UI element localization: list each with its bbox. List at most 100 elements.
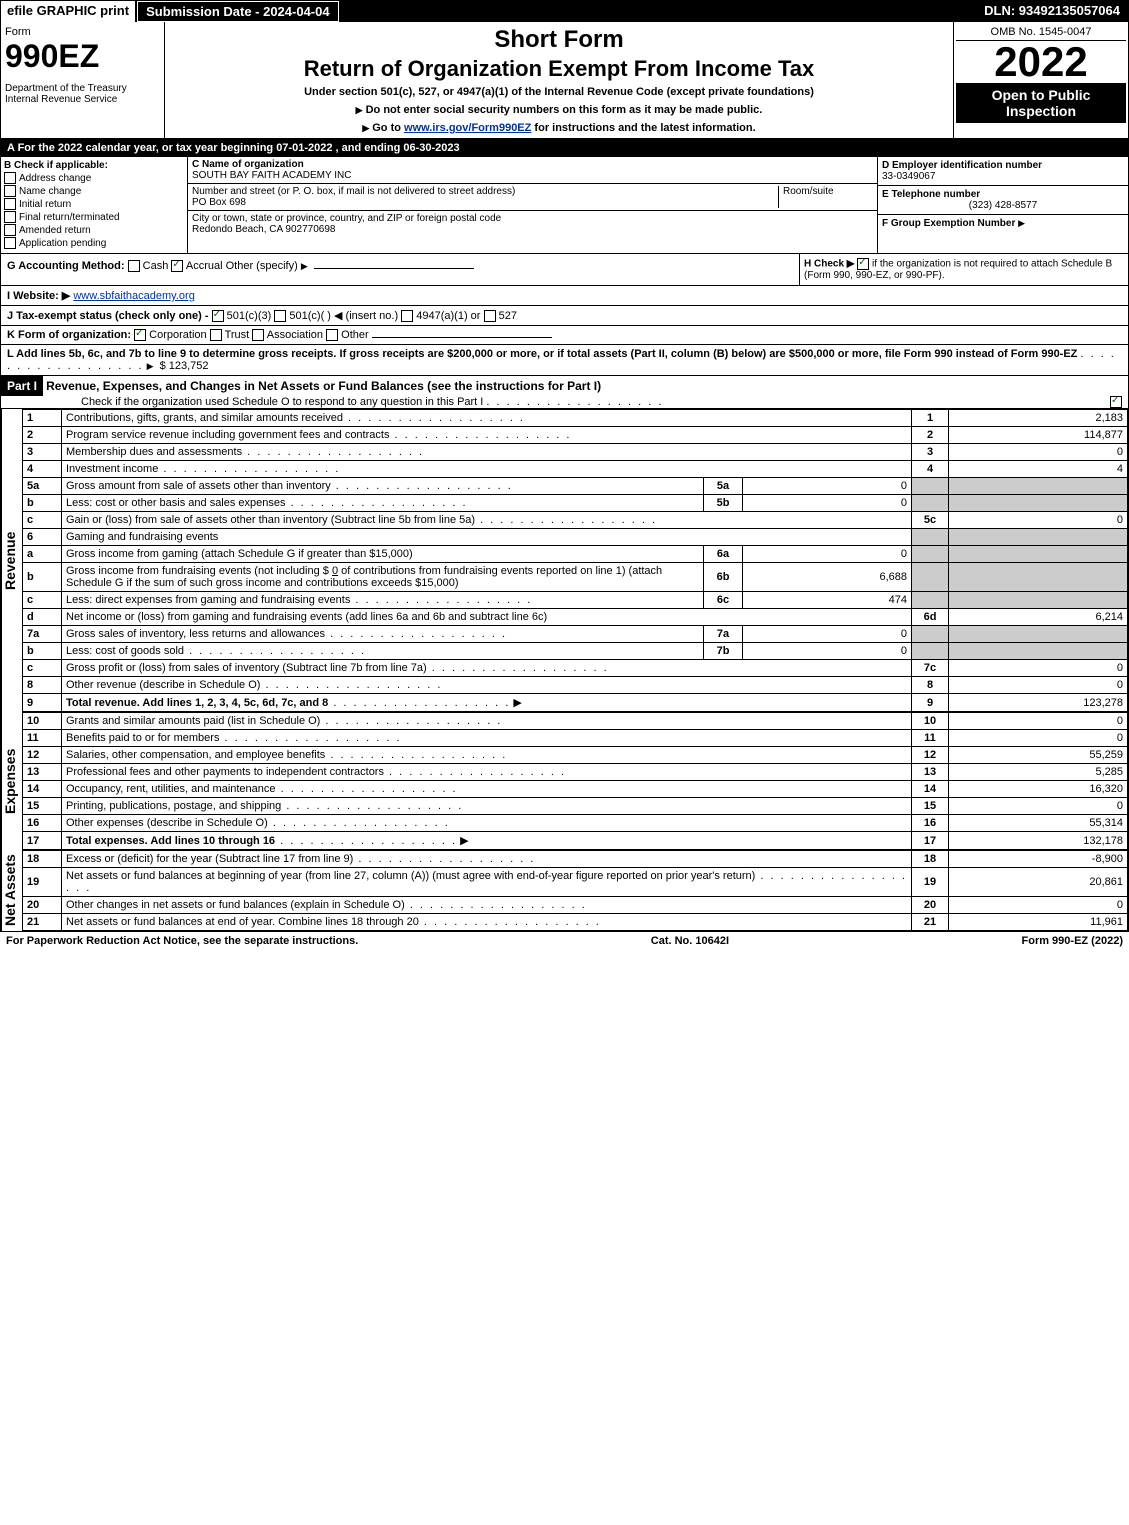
line-5c: cGain or (loss) from sale of assets othe… bbox=[23, 512, 1128, 529]
checkbox-cash[interactable] bbox=[128, 260, 140, 272]
ein-value: 33-0349067 bbox=[882, 171, 935, 182]
value-cell: 0 bbox=[949, 713, 1128, 730]
checkbox-4947[interactable] bbox=[401, 310, 413, 322]
checkbox-application-pending[interactable] bbox=[4, 237, 16, 249]
value-cell: 474 bbox=[743, 592, 912, 609]
dots bbox=[486, 396, 663, 408]
value-cell: 20,861 bbox=[949, 868, 1128, 897]
checkbox-trust[interactable] bbox=[210, 329, 222, 341]
line-10: 10Grants and similar amounts paid (list … bbox=[23, 713, 1128, 730]
insert-no: (insert no.) bbox=[346, 310, 399, 322]
form-number: 990EZ bbox=[5, 38, 160, 75]
line-14: 14Occupancy, rent, utilities, and mainte… bbox=[23, 781, 1128, 798]
value-cell: -8,900 bbox=[949, 851, 1128, 868]
city-label: City or town, state or province, country… bbox=[192, 213, 501, 224]
value-cell: 0 bbox=[743, 626, 912, 643]
value-cell: 0 bbox=[743, 546, 912, 563]
open-public-badge: Open to Public Inspection bbox=[956, 83, 1126, 123]
part1-title: Revenue, Expenses, and Changes in Net As… bbox=[46, 379, 601, 393]
value-cell: 0 bbox=[949, 512, 1128, 529]
chk-label: Name change bbox=[19, 186, 81, 197]
arrow-icon bbox=[147, 360, 157, 372]
checkbox-name-change[interactable] bbox=[4, 185, 16, 197]
part1-check-text: Check if the organization used Schedule … bbox=[81, 396, 483, 408]
chk-label: Initial return bbox=[19, 199, 71, 210]
checkbox-527[interactable] bbox=[484, 310, 496, 322]
checkbox-accrual[interactable] bbox=[171, 260, 183, 272]
expenses-vertical-label: Expenses bbox=[1, 712, 22, 850]
net-assets-vertical-label: Net Assets bbox=[1, 850, 22, 931]
section-l-row: L Add lines 5b, 6c, and 7b to line 9 to … bbox=[1, 345, 1128, 376]
cash-label: Cash bbox=[143, 260, 169, 272]
checkbox-schedule-o[interactable] bbox=[1110, 396, 1122, 408]
checkbox-corporation[interactable] bbox=[134, 329, 146, 341]
line-19: 19Net assets or fund balances at beginni… bbox=[23, 868, 1128, 897]
line-7a: 7aGross sales of inventory, less returns… bbox=[23, 626, 1128, 643]
opt-501c3: 501(c)(3) bbox=[227, 310, 272, 322]
value-cell: 55,259 bbox=[949, 747, 1128, 764]
line-4: 4Investment income44 bbox=[23, 461, 1128, 478]
line-12: 12Salaries, other compensation, and empl… bbox=[23, 747, 1128, 764]
footer-left: For Paperwork Reduction Act Notice, see … bbox=[6, 935, 358, 947]
revenue-section: Revenue 1Contributions, gifts, grants, a… bbox=[1, 409, 1128, 712]
phone-value: (323) 428-8577 bbox=[882, 200, 1124, 211]
line-20: 20Other changes in net assets or fund ba… bbox=[23, 897, 1128, 914]
form-990ez-container: efile GRAPHIC print Submission Date - 20… bbox=[0, 0, 1129, 932]
opt-corp: Corporation bbox=[149, 329, 206, 341]
checkbox-final-return[interactable] bbox=[4, 211, 16, 223]
checkbox-schedule-b[interactable] bbox=[857, 258, 869, 270]
checkbox-501c[interactable] bbox=[274, 310, 286, 322]
value-cell: 0 bbox=[949, 730, 1128, 747]
main-title: Return of Organization Exempt From Incom… bbox=[169, 56, 949, 82]
net-assets-section: Net Assets 18Excess or (deficit) for the… bbox=[1, 850, 1128, 931]
value-cell: 2,183 bbox=[949, 410, 1128, 427]
addr-label: Number and street (or P. O. box, if mail… bbox=[192, 186, 515, 197]
header-left: Form 990EZ Department of the Treasury In… bbox=[1, 22, 165, 138]
header-right: OMB No. 1545-0047 2022 Open to Public In… bbox=[954, 22, 1128, 138]
value-cell: 0 bbox=[949, 798, 1128, 815]
checkbox-501c3[interactable] bbox=[212, 310, 224, 322]
checkbox-amended-return[interactable] bbox=[4, 224, 16, 236]
checkbox-initial-return[interactable] bbox=[4, 198, 16, 210]
irs-link[interactable]: www.irs.gov/Form990EZ bbox=[404, 122, 531, 134]
chk-label: Amended return bbox=[19, 225, 91, 236]
other-org-input[interactable] bbox=[372, 337, 552, 338]
value-cell: 0 bbox=[949, 444, 1128, 461]
chk-label: Final return/terminated bbox=[19, 212, 120, 223]
value-cell: 114,877 bbox=[949, 427, 1128, 444]
section-c-label: C Name of organization bbox=[192, 159, 304, 170]
footer-right: Form 990-EZ (2022) bbox=[1022, 935, 1123, 947]
tax-year: 2022 bbox=[956, 41, 1126, 83]
value-cell: 16,320 bbox=[949, 781, 1128, 798]
value-cell: 132,178 bbox=[949, 832, 1128, 850]
line-11: 11Benefits paid to or for members110 bbox=[23, 730, 1128, 747]
other-label: Other (specify) bbox=[226, 260, 298, 272]
part1-badge: Part I bbox=[1, 376, 43, 396]
section-j-label: J Tax-exempt status (check only one) - bbox=[7, 310, 209, 322]
net-assets-table: 18Excess or (deficit) for the year (Subt… bbox=[22, 850, 1128, 931]
section-i-label: I Website: ▶ bbox=[7, 290, 70, 302]
line-7b: bLess: cost of goods sold7b0 bbox=[23, 643, 1128, 660]
checkbox-other-org[interactable] bbox=[326, 329, 338, 341]
opt-4947: 4947(a)(1) or bbox=[416, 310, 480, 322]
section-f-label: F Group Exemption Number bbox=[882, 218, 1015, 229]
line-6a: aGross income from gaming (attach Schedu… bbox=[23, 546, 1128, 563]
other-specify-input[interactable] bbox=[314, 268, 474, 269]
value-cell: 5,285 bbox=[949, 764, 1128, 781]
value-cell: 6,688 bbox=[743, 563, 912, 592]
arrow-icon bbox=[1018, 218, 1028, 229]
website-link[interactable]: www.sbfaithacademy.org bbox=[73, 290, 194, 302]
line-5a: 5aGross amount from sale of assets other… bbox=[23, 478, 1128, 495]
value-cell: 0 bbox=[949, 660, 1128, 677]
section-g-label: G Accounting Method: bbox=[7, 260, 125, 272]
form-header: Form 990EZ Department of the Treasury In… bbox=[1, 22, 1128, 139]
checkbox-association[interactable] bbox=[252, 329, 264, 341]
section-k-label: K Form of organization: bbox=[7, 329, 131, 341]
checkbox-address-change[interactable] bbox=[4, 172, 16, 184]
section-e-label: E Telephone number bbox=[882, 189, 980, 200]
line-18: 18Excess or (deficit) for the year (Subt… bbox=[23, 851, 1128, 868]
instruction-2: Go to www.irs.gov/Form990EZ for instruct… bbox=[372, 122, 755, 134]
value-cell: 123,278 bbox=[949, 694, 1128, 712]
form-footer: For Paperwork Reduction Act Notice, see … bbox=[0, 932, 1129, 950]
line-21: 21Net assets or fund balances at end of … bbox=[23, 914, 1128, 931]
